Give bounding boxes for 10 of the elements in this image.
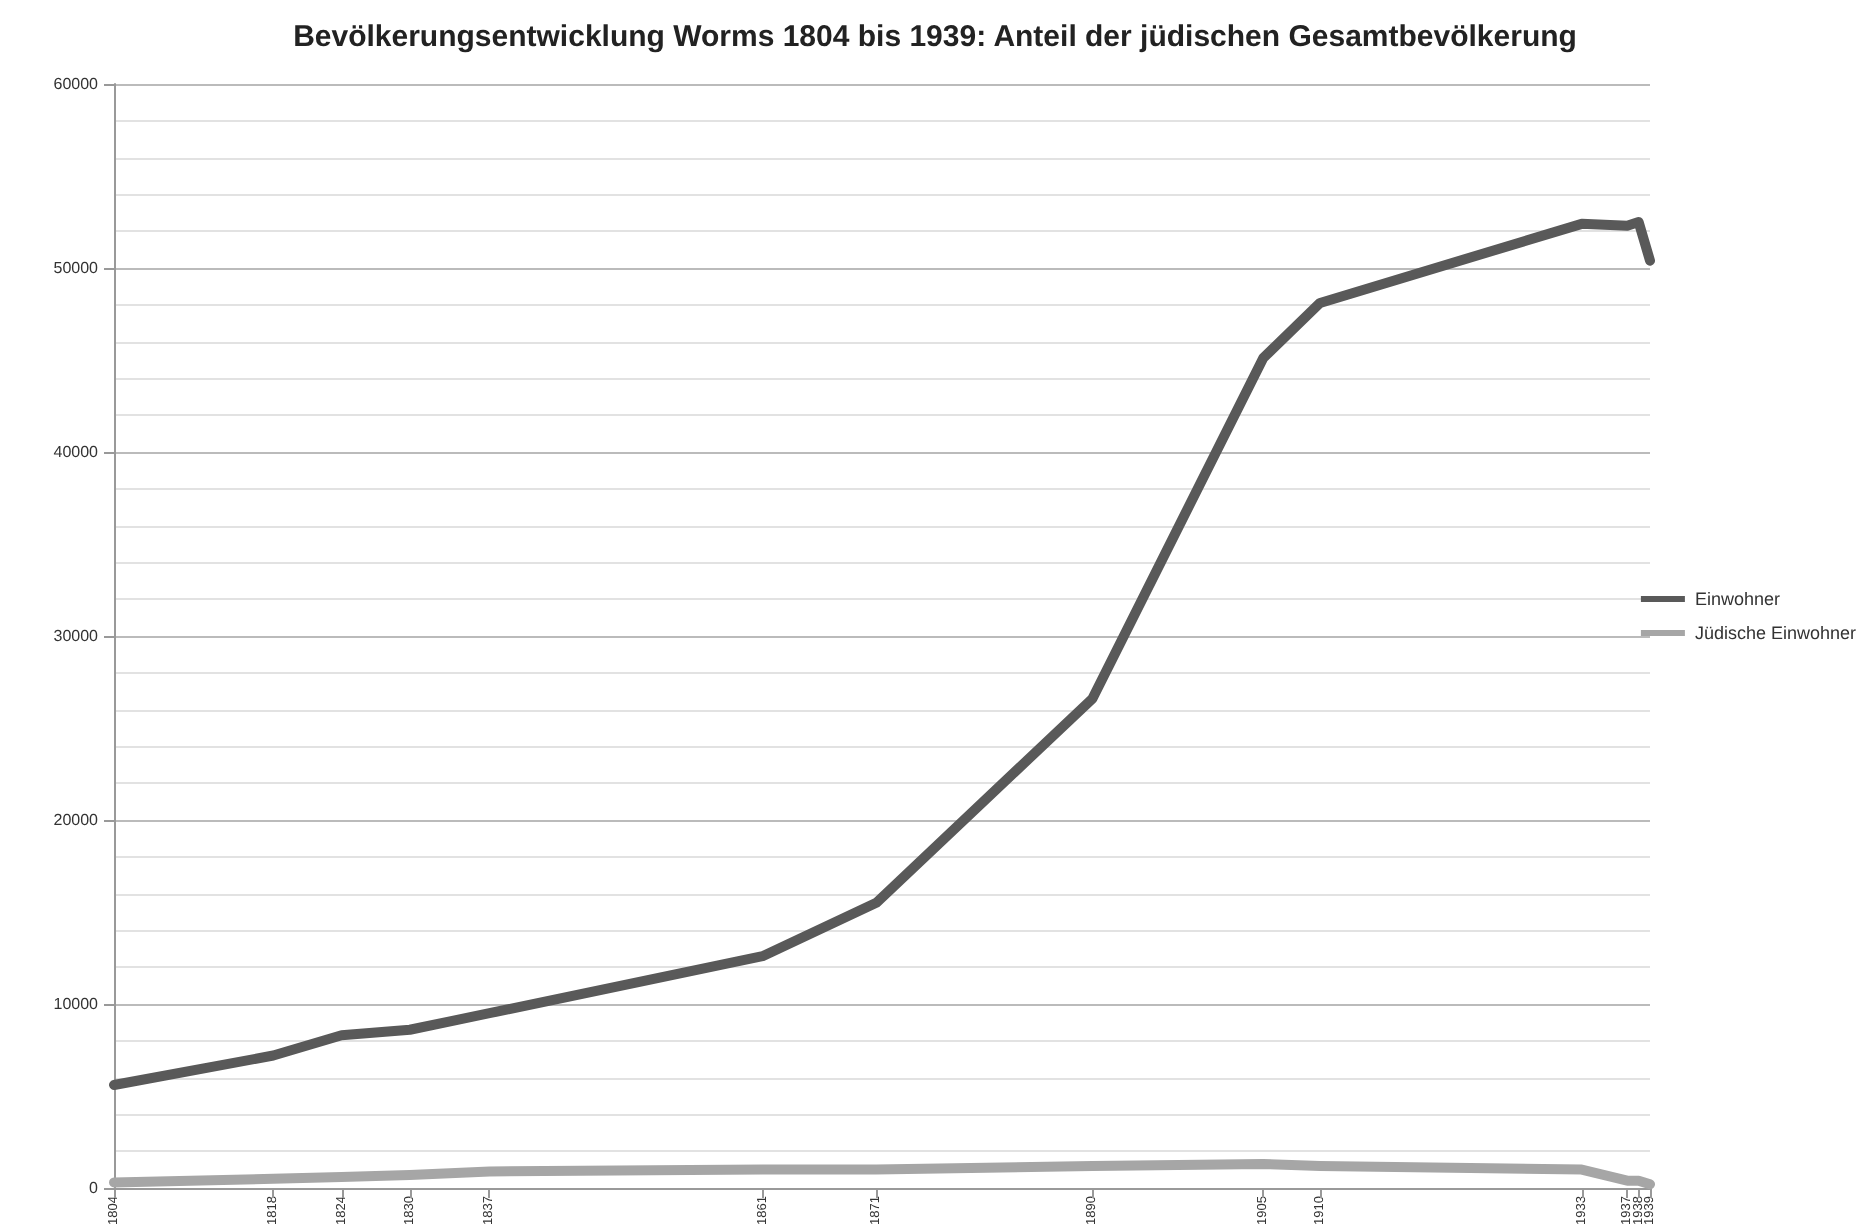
y-tick-label: 0 — [89, 1179, 100, 1197]
y-tick-label: 50000 — [53, 259, 100, 277]
y-tick-label: 10000 — [53, 995, 100, 1013]
y-tick-label: 40000 — [53, 443, 100, 461]
y-tick-label: 20000 — [53, 811, 100, 829]
legend-label: Einwohner — [1694, 589, 1780, 609]
y-tick-label: 60000 — [53, 75, 100, 93]
y-tick-label: 30000 — [53, 627, 100, 645]
chart-title: Bevölkerungsentwicklung Worms 1804 bis 1939: Anteil der jüdischen Gesamtbevölkerung — [293, 20, 1577, 54]
legend-label: Jüdische Einwohner — [1694, 623, 1857, 643]
